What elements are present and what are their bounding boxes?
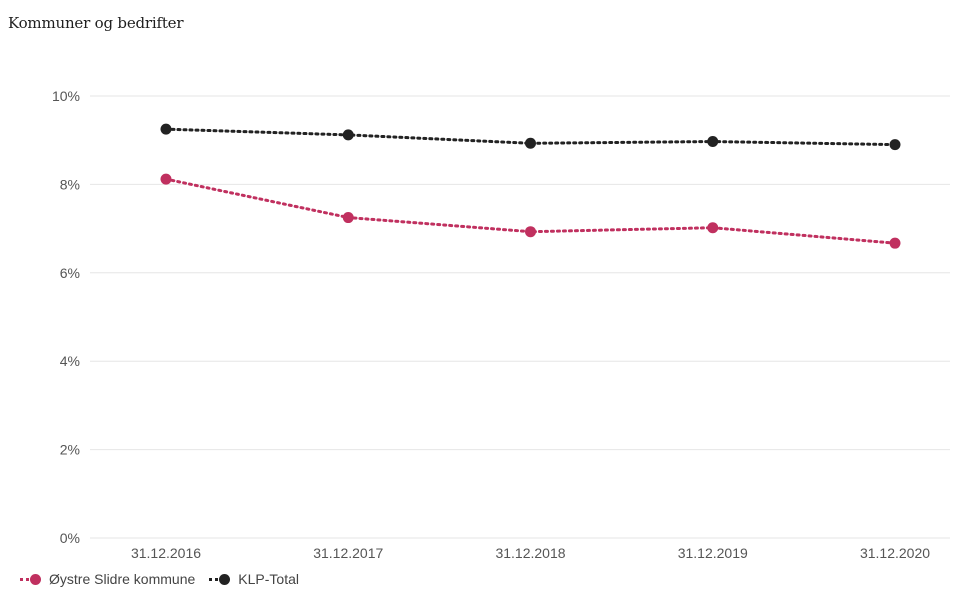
series-lines: [160, 123, 901, 249]
data-point[interactable]: [707, 222, 719, 234]
data-point[interactable]: [889, 139, 901, 151]
x-axis-ticks: 31.12.2016 31.12.2017 31.12.2018 31.12.2019…: [131, 545, 930, 561]
data-point[interactable]: [707, 136, 719, 148]
data-point[interactable]: [160, 123, 172, 135]
x-tick-label: 31.12.2019: [678, 545, 748, 561]
legend-item-oystre-slidre[interactable]: Øystre Slidre kommune: [20, 571, 195, 587]
data-point[interactable]: [889, 237, 901, 249]
data-point[interactable]: [342, 129, 354, 141]
data-point[interactable]: [525, 226, 536, 238]
gridlines: [90, 95, 950, 539]
data-point[interactable]: [525, 137, 536, 149]
legend-label: KLP-Total: [238, 571, 299, 587]
legend-marker-icon: [20, 573, 41, 585]
series-klp-total: [160, 123, 901, 151]
x-tick-label: 31.12.2018: [495, 545, 565, 561]
data-point[interactable]: [160, 173, 172, 185]
y-tick-label: 4%: [60, 353, 80, 369]
legend-label: Øystre Slidre kommune: [49, 571, 196, 587]
x-tick-label: 31.12.2017: [313, 545, 383, 561]
y-tick-label: 2%: [60, 442, 80, 458]
chart-heading: Kommuner og bedrifter: [8, 14, 184, 32]
y-tick-label: 8%: [60, 176, 80, 192]
legend-item-klp-total[interactable]: KLP-Total: [209, 571, 299, 587]
y-axis-ticks: 0% 2% 4% 6% 8% 10%: [52, 88, 80, 546]
y-tick-label: 10%: [52, 88, 80, 104]
y-tick-label: 0%: [60, 530, 80, 546]
x-tick-label: 31.12.2016: [131, 545, 201, 561]
x-tick-label: 31.12.2020: [860, 545, 930, 561]
series--ystre-slidre-kommune: [160, 173, 901, 249]
legend: Øystre Slidre kommune KLP-Total: [20, 571, 299, 587]
y-tick-label: 6%: [60, 265, 80, 281]
data-point[interactable]: [342, 212, 354, 224]
legend-marker-icon: [209, 573, 231, 585]
